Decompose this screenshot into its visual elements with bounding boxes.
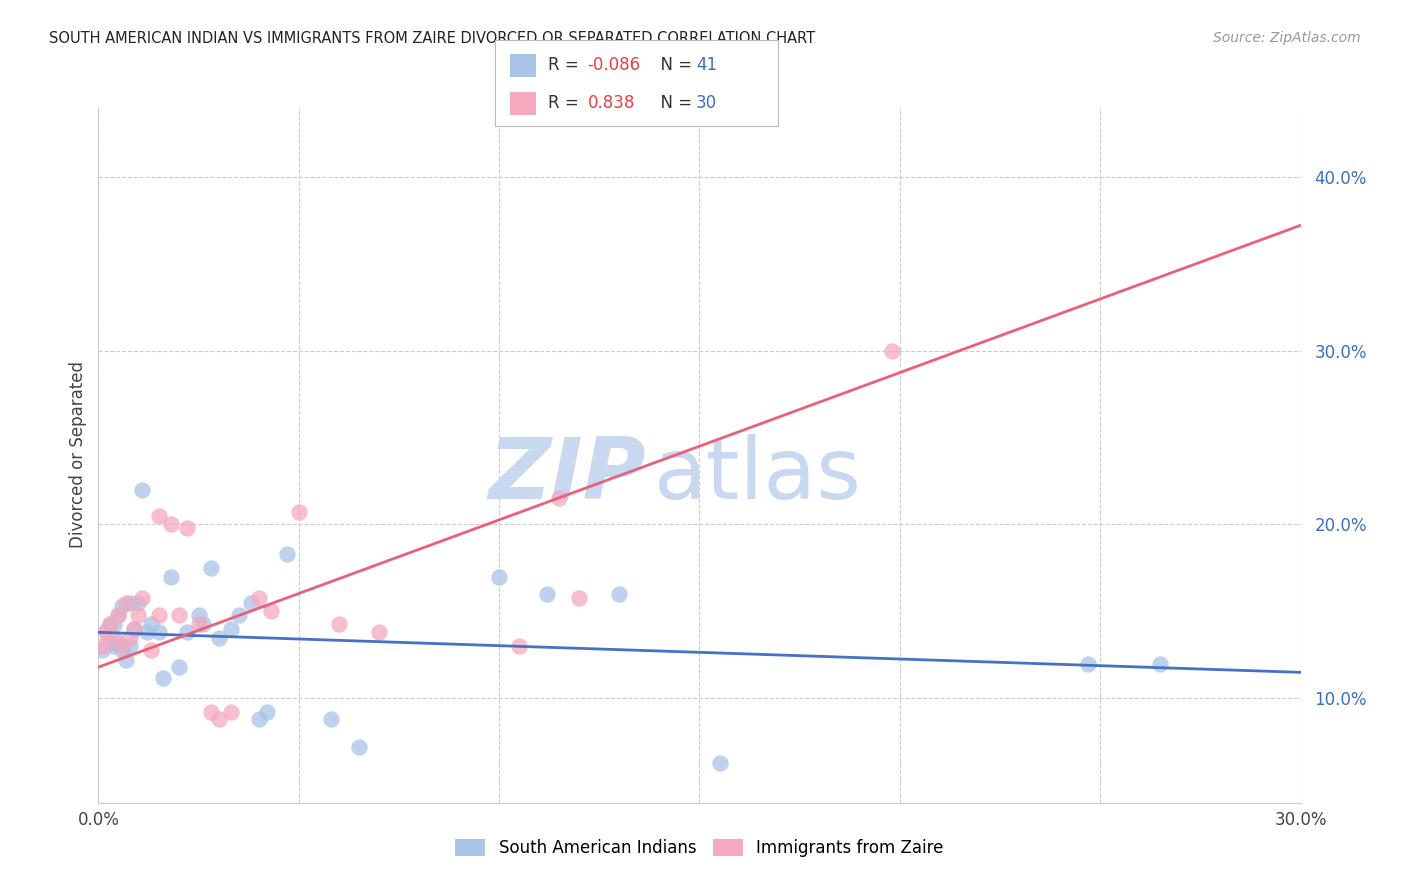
Point bbox=[1149, 657, 1171, 671]
Point bbox=[100, 616, 122, 631]
Point bbox=[219, 622, 242, 636]
Point bbox=[120, 596, 142, 610]
Point bbox=[111, 599, 134, 614]
Point bbox=[488, 570, 510, 584]
Point bbox=[103, 631, 125, 645]
Point bbox=[1077, 657, 1099, 671]
Point bbox=[239, 596, 262, 610]
Point bbox=[107, 636, 129, 650]
Point bbox=[107, 607, 129, 622]
Point bbox=[148, 607, 170, 622]
Point bbox=[176, 521, 198, 535]
Point bbox=[148, 508, 170, 523]
Point bbox=[187, 616, 209, 631]
Point bbox=[167, 607, 190, 622]
Point bbox=[208, 631, 231, 645]
Point bbox=[139, 616, 162, 631]
Point bbox=[120, 639, 142, 653]
Point bbox=[159, 517, 181, 532]
Point bbox=[103, 618, 125, 632]
Point bbox=[124, 622, 146, 636]
Point bbox=[508, 639, 530, 653]
Text: ZIP: ZIP bbox=[488, 434, 645, 517]
Point bbox=[191, 616, 214, 631]
Point bbox=[247, 712, 270, 726]
Point bbox=[120, 631, 142, 645]
Point bbox=[260, 605, 283, 619]
Point bbox=[228, 607, 250, 622]
Text: R =: R = bbox=[548, 56, 585, 74]
Text: 41: 41 bbox=[696, 56, 717, 74]
Point bbox=[347, 740, 370, 755]
Point bbox=[128, 596, 150, 610]
Point bbox=[548, 491, 571, 506]
Point bbox=[96, 625, 118, 640]
Point bbox=[328, 616, 350, 631]
Point bbox=[880, 343, 903, 358]
Point bbox=[131, 591, 153, 605]
Point bbox=[219, 706, 242, 720]
Point bbox=[91, 639, 114, 653]
Point bbox=[100, 616, 122, 631]
Point bbox=[709, 756, 731, 770]
Point bbox=[111, 642, 134, 657]
Point bbox=[103, 639, 125, 653]
Text: atlas: atlas bbox=[654, 434, 862, 517]
Point bbox=[135, 625, 157, 640]
Point bbox=[609, 587, 631, 601]
Point bbox=[115, 653, 138, 667]
Point bbox=[247, 591, 270, 605]
Point bbox=[167, 660, 190, 674]
Point bbox=[368, 625, 391, 640]
Point bbox=[131, 483, 153, 497]
Text: -0.086: -0.086 bbox=[588, 56, 641, 74]
Point bbox=[568, 591, 591, 605]
Point bbox=[148, 625, 170, 640]
Legend: South American Indians, Immigrants from Zaire: South American Indians, Immigrants from … bbox=[449, 832, 950, 864]
Point bbox=[187, 607, 209, 622]
Point bbox=[91, 642, 114, 657]
Point bbox=[200, 561, 222, 575]
Point bbox=[208, 712, 231, 726]
Text: R =: R = bbox=[548, 95, 585, 112]
Point bbox=[100, 636, 122, 650]
Text: SOUTH AMERICAN INDIAN VS IMMIGRANTS FROM ZAIRE DIVORCED OR SEPARATED CORRELATION: SOUTH AMERICAN INDIAN VS IMMIGRANTS FROM… bbox=[49, 31, 815, 46]
Point bbox=[107, 607, 129, 622]
Point bbox=[288, 505, 311, 519]
Text: 0.838: 0.838 bbox=[588, 95, 636, 112]
Point bbox=[276, 547, 298, 561]
Point bbox=[124, 622, 146, 636]
Text: N =: N = bbox=[650, 95, 697, 112]
Point bbox=[319, 712, 342, 726]
Point bbox=[536, 587, 558, 601]
Text: 30: 30 bbox=[696, 95, 717, 112]
Point bbox=[200, 706, 222, 720]
Text: Source: ZipAtlas.com: Source: ZipAtlas.com bbox=[1213, 31, 1361, 45]
Point bbox=[115, 596, 138, 610]
Point bbox=[128, 607, 150, 622]
Point bbox=[176, 625, 198, 640]
Point bbox=[96, 624, 118, 638]
Text: N =: N = bbox=[650, 56, 697, 74]
Point bbox=[139, 642, 162, 657]
Y-axis label: Divorced or Separated: Divorced or Separated bbox=[69, 361, 87, 549]
Point bbox=[256, 706, 278, 720]
Point bbox=[152, 671, 174, 685]
Point bbox=[159, 570, 181, 584]
Point bbox=[111, 639, 134, 653]
